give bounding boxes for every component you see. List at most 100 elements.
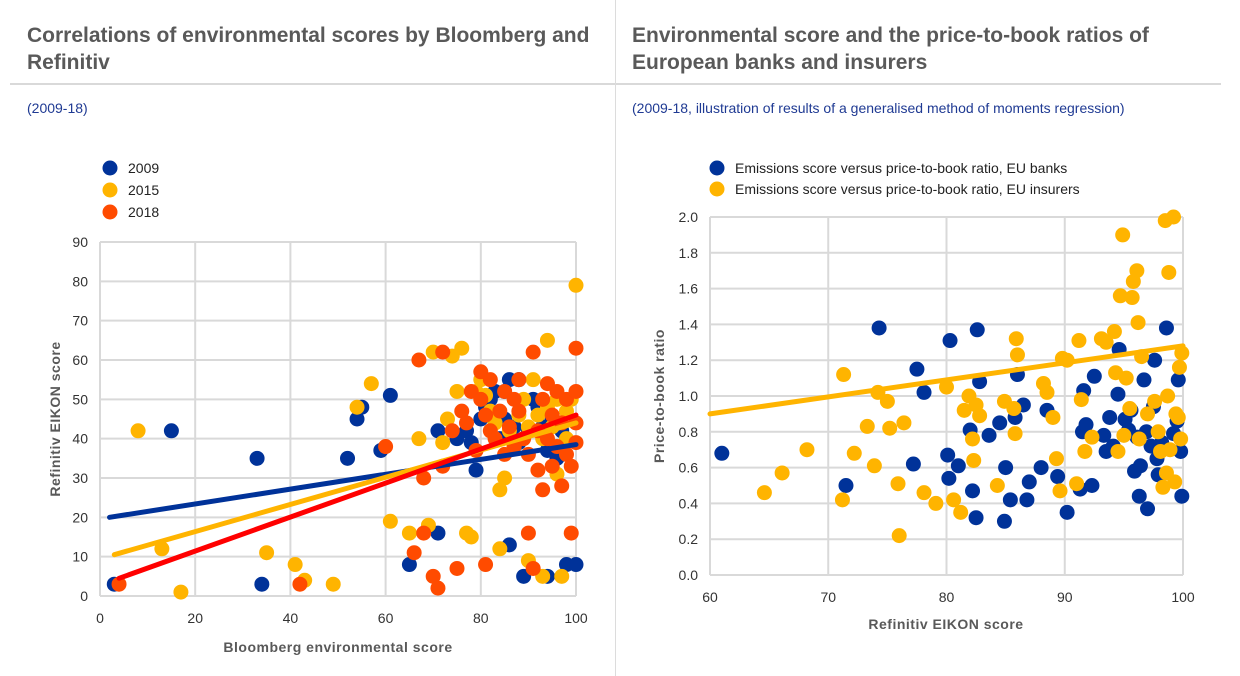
data-point [406, 545, 422, 561]
data-point [130, 423, 146, 439]
data-point [1059, 504, 1075, 520]
data-point [989, 478, 1005, 493]
data-point [1147, 352, 1163, 368]
data-point [1002, 492, 1018, 508]
panel-divider [615, 0, 616, 676]
y-tick-label: 0.6 [679, 460, 699, 476]
data-point [1129, 263, 1145, 279]
data-point [511, 403, 527, 419]
data-point [950, 458, 966, 474]
data-point [444, 423, 460, 439]
data-point [1162, 442, 1178, 458]
x-tick-label: 40 [283, 610, 299, 626]
data-point [859, 418, 875, 434]
data-point [1110, 443, 1126, 459]
data-point [430, 580, 446, 596]
data-point [497, 470, 513, 486]
legend-marker [102, 204, 118, 220]
data-point [905, 456, 921, 472]
data-point [349, 411, 365, 427]
data-point [1167, 474, 1183, 490]
data-point [1132, 458, 1148, 474]
data-point [972, 408, 988, 424]
data-point [558, 446, 574, 462]
data-point [401, 557, 417, 573]
y-tick-label: 20 [72, 509, 88, 525]
data-point [478, 407, 494, 423]
data-point [1050, 469, 1066, 485]
left-chart-subtitle: (2009-18) [27, 100, 88, 116]
data-point [1136, 372, 1152, 388]
trendline [116, 412, 579, 581]
data-point [1084, 429, 1100, 445]
data-point [1170, 409, 1186, 425]
data-point [1158, 320, 1174, 336]
data-point [1130, 315, 1146, 331]
data-point [473, 391, 489, 407]
data-point [836, 367, 852, 383]
legend-marker [102, 182, 118, 198]
data-point [928, 495, 944, 511]
data-point [173, 584, 189, 600]
data-point [520, 525, 536, 541]
data-point [846, 445, 862, 461]
data-point [992, 415, 1008, 431]
data-point [916, 384, 932, 400]
data-point [890, 476, 906, 492]
y-tick-label: 10 [72, 549, 88, 565]
y-tick-label: 60 [72, 352, 88, 368]
data-point [1098, 334, 1114, 350]
trendline [107, 442, 579, 520]
legend-marker [709, 181, 725, 197]
data-point [525, 344, 541, 360]
data-point [439, 411, 455, 427]
legend-label: Emissions score versus price-to-book rat… [735, 160, 1067, 176]
data-point [530, 462, 546, 478]
left-title-divider [10, 83, 615, 85]
legend-label: Emissions score versus price-to-book rat… [735, 181, 1080, 197]
y-tick-label: 1.8 [679, 245, 699, 261]
legend-label: 2015 [128, 182, 159, 198]
y-tick-label: 0.0 [679, 567, 699, 583]
data-point [411, 431, 427, 447]
data-point [254, 576, 270, 592]
data-point [756, 485, 772, 501]
data-point [1009, 347, 1025, 363]
y-tick-label: 1.4 [679, 316, 699, 332]
legend-marker [102, 160, 118, 176]
x-tick-label: 20 [187, 610, 203, 626]
y-axis-label: Refinitiv EIKON score [47, 341, 63, 496]
data-point [1118, 370, 1134, 386]
data-point [799, 442, 815, 458]
data-point [1008, 331, 1024, 347]
data-point [463, 529, 479, 545]
data-point [163, 423, 179, 439]
data-point [1155, 479, 1171, 495]
data-point [154, 541, 170, 557]
legend-marker [709, 160, 725, 176]
data-point [965, 431, 981, 447]
data-point [1021, 474, 1037, 490]
data-point [468, 462, 484, 478]
y-tick-label: 90 [72, 234, 88, 250]
data-point [1174, 345, 1190, 361]
data-point [340, 450, 356, 466]
data-point [411, 352, 427, 368]
data-point [968, 510, 984, 526]
data-point [568, 383, 584, 399]
data-point [1140, 406, 1156, 422]
x-axis-label: Bloomberg environmental score [223, 639, 452, 655]
data-point [435, 435, 451, 451]
data-point [378, 439, 394, 455]
data-point [1052, 483, 1068, 499]
data-point [416, 525, 432, 541]
data-point [998, 460, 1014, 476]
data-point [942, 333, 958, 349]
data-point [292, 576, 308, 592]
data-point [382, 387, 398, 403]
y-tick-label: 40 [72, 431, 88, 447]
data-point [363, 376, 379, 392]
data-point [454, 340, 470, 356]
data-point [492, 403, 508, 419]
data-point [111, 576, 127, 592]
